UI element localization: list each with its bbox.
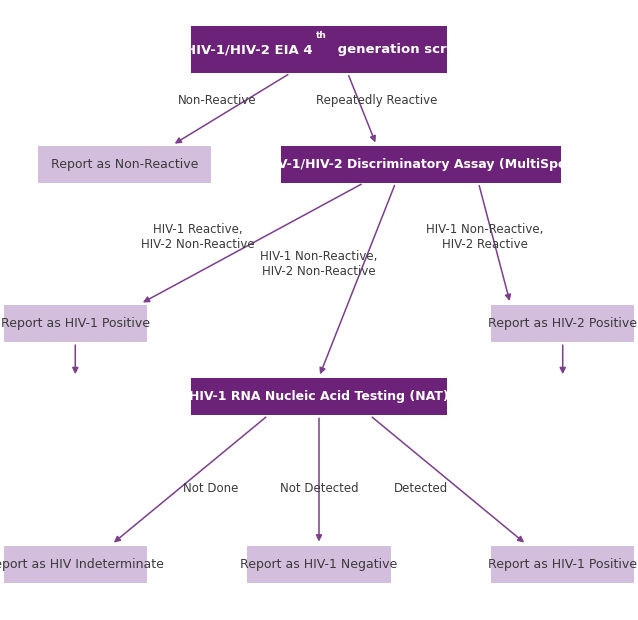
Text: generation screen: generation screen bbox=[333, 43, 474, 56]
Text: HIV-1 RNA Nucleic Acid Testing (NAT): HIV-1 RNA Nucleic Acid Testing (NAT) bbox=[189, 391, 449, 403]
Text: HIV-1 Non-Reactive,
HIV-2 Non-Reactive: HIV-1 Non-Reactive, HIV-2 Non-Reactive bbox=[260, 250, 378, 278]
Text: Report as HIV Indeterminate: Report as HIV Indeterminate bbox=[0, 558, 164, 570]
FancyBboxPatch shape bbox=[247, 546, 390, 583]
FancyBboxPatch shape bbox=[491, 305, 634, 342]
Text: Report as HIV-1 Positive: Report as HIV-1 Positive bbox=[488, 558, 637, 570]
Text: Repeatedly Reactive: Repeatedly Reactive bbox=[316, 94, 437, 107]
FancyBboxPatch shape bbox=[281, 146, 561, 183]
Text: Report as HIV-2 Positive: Report as HIV-2 Positive bbox=[488, 317, 637, 330]
Text: HIV-1 Non-Reactive,
HIV-2 Reactive: HIV-1 Non-Reactive, HIV-2 Reactive bbox=[426, 223, 544, 251]
Text: HIV-1/HIV-2 EIA 4: HIV-1/HIV-2 EIA 4 bbox=[185, 43, 313, 56]
Text: HIV-1/HIV-2 Discriminatory Assay (MultiSpot): HIV-1/HIV-2 Discriminatory Assay (MultiS… bbox=[263, 158, 579, 170]
FancyBboxPatch shape bbox=[3, 546, 147, 583]
Text: Non-Reactive: Non-Reactive bbox=[177, 94, 256, 107]
Text: HIV-1 Reactive,
HIV-2 Non-Reactive: HIV-1 Reactive, HIV-2 Non-Reactive bbox=[141, 223, 255, 251]
Text: Report as Non-Reactive: Report as Non-Reactive bbox=[51, 158, 198, 170]
Text: Detected: Detected bbox=[394, 482, 449, 495]
FancyBboxPatch shape bbox=[191, 26, 447, 73]
FancyBboxPatch shape bbox=[3, 305, 147, 342]
FancyBboxPatch shape bbox=[491, 546, 634, 583]
FancyBboxPatch shape bbox=[191, 378, 447, 415]
Text: Not Detected: Not Detected bbox=[279, 482, 359, 495]
Text: th: th bbox=[316, 32, 327, 40]
Text: Report as HIV-1 Positive: Report as HIV-1 Positive bbox=[1, 317, 150, 330]
Text: Not Done: Not Done bbox=[183, 482, 238, 495]
FancyBboxPatch shape bbox=[38, 146, 211, 183]
Text: Report as HIV-1 Negative: Report as HIV-1 Negative bbox=[241, 558, 397, 570]
